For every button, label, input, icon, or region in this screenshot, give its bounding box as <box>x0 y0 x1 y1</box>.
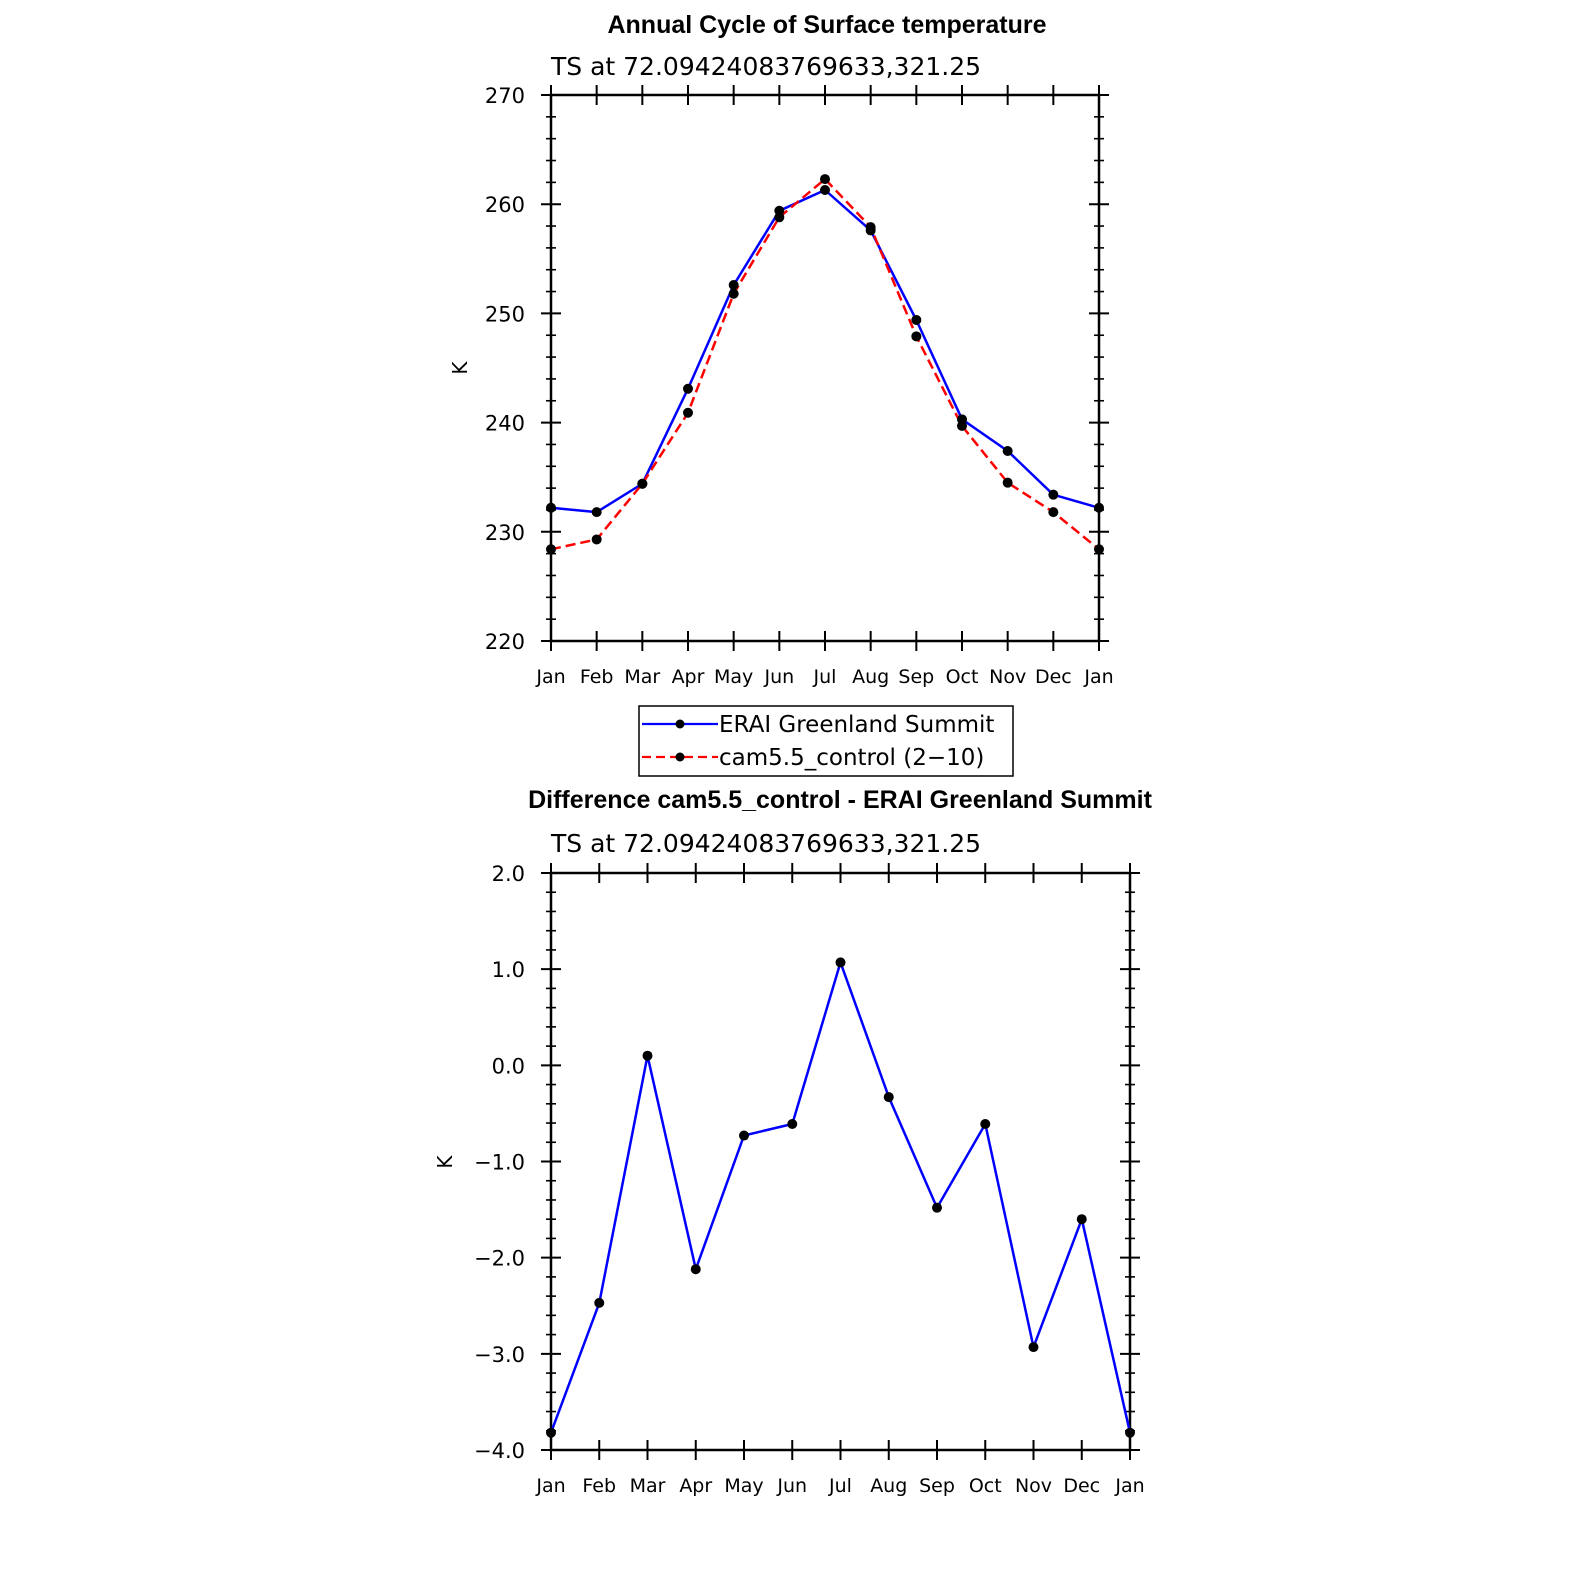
x-tick-label: Jul <box>828 1475 852 1497</box>
y-tick-label: 220 <box>485 630 525 654</box>
chart-1-ylabel: K <box>448 361 472 375</box>
chart-1-axes: 220 230 240 250 260 270 Jan Feb Mar Apr May Jun Jul A… <box>485 84 1114 688</box>
series-0-point <box>787 1118 798 1129</box>
series-0-point <box>1048 489 1059 500</box>
y-tick-label: 0.0 <box>492 1054 525 1078</box>
series-0-point <box>1002 445 1013 456</box>
chart-1-series <box>546 174 1104 555</box>
series-line-0 <box>549 961 1132 1434</box>
x-tick-label: May <box>724 1475 763 1497</box>
y-tick-label: −1.0 <box>474 1151 525 1175</box>
x-tick-label: Jan <box>1083 666 1113 688</box>
series-1-point <box>820 174 830 185</box>
x-tick-label: Feb <box>580 666 614 688</box>
x-tick-label: Sep <box>919 1475 955 1497</box>
chart-2: Difference cam5.5_control - ERAI Greenla… <box>433 786 1153 1497</box>
series-1-point <box>774 212 785 223</box>
series-0-point <box>594 1297 605 1308</box>
x-tick-label: Oct <box>946 666 979 688</box>
series-0-point <box>591 507 602 518</box>
x-tick-label: Feb <box>582 1475 616 1497</box>
series-1-point <box>1002 477 1013 488</box>
x-tick-label: Jan <box>535 666 565 688</box>
series-0-point <box>883 1092 894 1103</box>
x-tick-label: Dec <box>1035 666 1072 688</box>
chart-2-subtitle: TS at 72.09424083769633,321.25 <box>550 829 981 858</box>
series-0-point <box>546 502 556 513</box>
x-tick-label: Sep <box>898 666 934 688</box>
x-tick-label: May <box>714 666 753 688</box>
legend-label-cam: cam5.5_control (2−10) <box>719 745 984 771</box>
x-tick-label: Aug <box>870 1475 907 1497</box>
x-tick-label: Mar <box>624 666 660 688</box>
x-tick-label: Aug <box>852 666 889 688</box>
y-tick-label: 260 <box>485 193 525 217</box>
series-0-point <box>835 957 846 968</box>
series-line-0 <box>550 188 1100 514</box>
series-0-point <box>690 1264 701 1275</box>
x-tick-label: Oct <box>969 1475 1002 1497</box>
chart-2-ylabel: K <box>433 1155 457 1169</box>
x-tick-label: Apr <box>672 666 705 688</box>
chart-1-subtitle: TS at 72.09424083769633,321.25 <box>550 52 981 81</box>
chart-1-legend: ERAI Greenland Summit cam5.5_control (2−… <box>638 705 1014 777</box>
series-1-point <box>728 288 739 299</box>
series-0-point <box>728 280 739 291</box>
series-1-point <box>683 407 693 418</box>
chart-2-axes: −4.0 −3.0 −2.0 −1.0 0.0 1.0 2.0 Jan Feb Mar Apr May… <box>474 862 1145 1497</box>
x-tick-label: Jul <box>813 666 837 688</box>
series-0-point <box>546 1427 556 1438</box>
chart-1-title: Annual Cycle of Surface temperature <box>607 11 1046 39</box>
series-0-point <box>1028 1342 1039 1353</box>
chart-1: Annual Cycle of Surface temperature TS a… <box>448 11 1114 777</box>
y-tick-label: 1.0 <box>492 958 525 982</box>
series-0-point <box>1094 502 1104 513</box>
y-tick-label: −4.0 <box>474 1439 525 1463</box>
x-tick-label: Jun <box>763 666 794 688</box>
series-0-point <box>911 314 922 325</box>
series-1-point <box>1048 507 1059 518</box>
y-tick-label: 2.0 <box>492 862 525 886</box>
series-0-point <box>1076 1214 1087 1225</box>
x-tick-label: Jan <box>535 1475 565 1497</box>
y-tick-label: 240 <box>485 412 525 436</box>
legend-label-erai: ERAI Greenland Summit <box>719 712 994 738</box>
series-1-point <box>591 534 602 545</box>
legend-marker-erai <box>675 719 685 729</box>
series-1-point <box>911 331 922 342</box>
series-0-point <box>820 185 830 196</box>
series-0-point <box>980 1118 991 1129</box>
series-line-1 <box>550 177 1100 551</box>
y-tick-label: −2.0 <box>474 1247 525 1271</box>
y-tick-label: 270 <box>485 84 525 108</box>
series-0-point <box>1125 1427 1135 1438</box>
chart-2-series <box>546 957 1135 1438</box>
chart-2-title: Difference cam5.5_control - ERAI Greenla… <box>528 786 1152 814</box>
series-0-point <box>683 383 693 394</box>
x-tick-label: Jan <box>1114 1475 1144 1497</box>
x-tick-label: Nov <box>989 666 1026 688</box>
x-tick-label: Dec <box>1063 1475 1100 1497</box>
x-tick-label: Mar <box>630 1475 666 1497</box>
series-0-point <box>642 1050 653 1061</box>
x-tick-label: Apr <box>679 1475 712 1497</box>
legend-box <box>638 705 1014 777</box>
series-1-point <box>957 420 967 431</box>
series-1-point <box>546 544 556 555</box>
series-1-point <box>1094 544 1104 555</box>
series-1-point <box>865 222 876 233</box>
series-0-point <box>739 1130 749 1141</box>
y-tick-label: 230 <box>485 521 525 545</box>
x-tick-label: Nov <box>1015 1475 1052 1497</box>
legend-marker-cam <box>675 752 685 762</box>
series-0-point <box>932 1202 942 1213</box>
y-tick-label: −3.0 <box>474 1343 525 1367</box>
series-1-point <box>637 478 648 489</box>
x-tick-label: Jun <box>776 1475 807 1497</box>
y-tick-label: 250 <box>485 302 525 326</box>
